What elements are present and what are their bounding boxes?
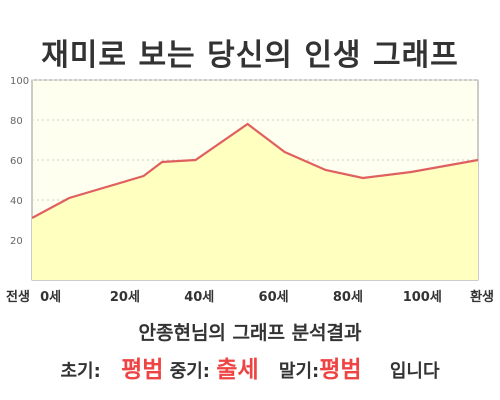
x-tick-label: 100세	[403, 290, 442, 305]
y-tick-label: 60	[10, 156, 23, 167]
series-line	[31, 122, 479, 219]
late-label: 말기:	[278, 361, 320, 382]
analysis-subtitle: 안종현님의 그래프 분석결과	[138, 322, 362, 344]
page-title: 재미로 보는 당신의 인생 그래프	[41, 38, 459, 73]
x-tick-label: 환생	[470, 289, 494, 305]
y-axis-ticks: 20 40 60 80 100	[10, 76, 29, 247]
x-tick-label: 전생	[6, 289, 30, 305]
y-tick-label: 20	[10, 236, 23, 247]
analysis-result: 초기: 평범 중기: 출세 말기:평범 입니다	[0, 350, 500, 384]
mid-value: 출세	[216, 357, 259, 383]
x-tick-label: 20세	[110, 290, 140, 305]
area-fill	[32, 124, 478, 280]
mid-label: 중기:	[169, 361, 211, 382]
early-value: 평범	[121, 357, 164, 383]
x-axis-ticks: 전생 0세 20세 40세 60세 80세 100세 환생	[6, 289, 494, 305]
x-tick-label: 60세	[259, 290, 289, 305]
y-tick-label: 80	[10, 116, 23, 127]
x-tick-label: 80세	[333, 290, 363, 305]
x-tick-label: 40세	[184, 290, 214, 305]
life-graph-chart: 20 40 60 80 100 전생 0세 20세 40세 60세 80세 100세 환생	[6, 76, 494, 305]
y-tick-label: 40	[10, 196, 23, 207]
result-suffix: 입니다	[389, 361, 440, 382]
late-value: 평범	[319, 357, 362, 383]
early-label: 초기:	[60, 361, 101, 382]
x-tick-label: 0세	[40, 290, 61, 305]
y-tick-label: 100	[10, 76, 29, 87]
